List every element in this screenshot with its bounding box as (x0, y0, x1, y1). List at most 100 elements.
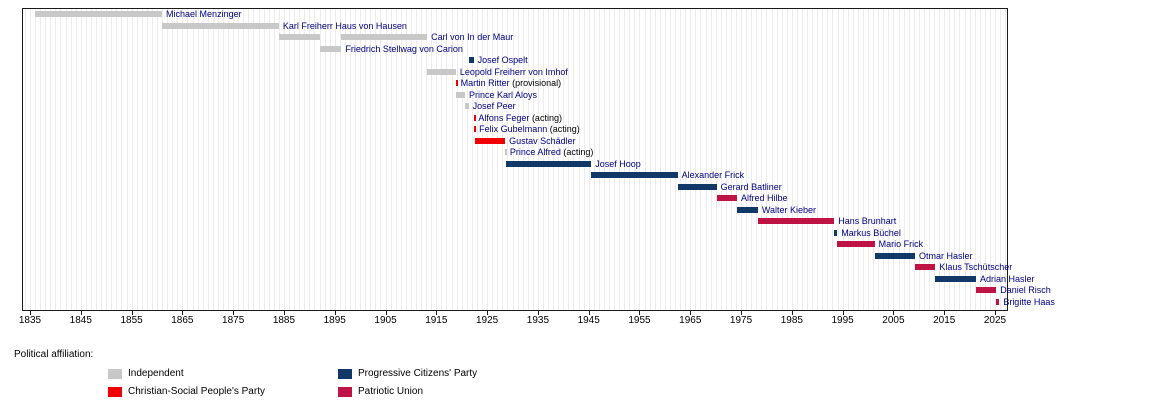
term-bar (975, 287, 997, 293)
gridline (583, 9, 585, 310)
person-label[interactable]: Alfred Hilbe (741, 193, 788, 203)
person-name[interactable]: Michael Menzinger (166, 9, 242, 19)
person-name[interactable]: Prince Alfred (509, 147, 561, 157)
plot-border-left (22, 8, 23, 311)
person-name[interactable]: Josef Peer (472, 101, 516, 111)
axis-tick-label: 1935 (526, 315, 550, 326)
person-name[interactable]: Markus Büchel (841, 227, 901, 238)
gridline (1005, 9, 1007, 310)
gridline (375, 9, 377, 310)
person-label[interactable]: Prince Alfred (acting) (510, 147, 594, 157)
person-label[interactable]: Josef Ospelt (478, 55, 528, 65)
person-label[interactable]: Martin Ritter (provisional) (461, 78, 562, 88)
gridline (50, 9, 52, 310)
person-name[interactable]: Friedrich Stellwag von Carion (345, 43, 463, 54)
person-label[interactable]: Walter Kieber (762, 205, 816, 215)
person-name[interactable]: Alfred Hilbe (740, 193, 788, 203)
person-name[interactable]: Karl Freiherr Haus von Hausen (282, 20, 407, 31)
person-name[interactable]: Alfons Feger (478, 112, 530, 123)
person-label[interactable]: Karl Freiherr Haus von Hausen (283, 21, 407, 31)
term-bar (278, 34, 320, 40)
person-label[interactable]: Josef Hoop (595, 159, 641, 169)
gridline (522, 9, 524, 310)
gridline (735, 9, 737, 310)
gridline (162, 9, 164, 310)
person-label[interactable]: Daniel Risch (1000, 285, 1051, 295)
gridline (619, 9, 621, 310)
gridline (751, 9, 753, 310)
person-label[interactable]: Alexander Frick (682, 170, 745, 180)
gridline (827, 9, 829, 310)
person-name[interactable]: Prince Karl Aloys (469, 89, 538, 100)
gridline (923, 9, 925, 310)
gridline (273, 9, 275, 310)
person-name[interactable]: Klaus Tschütscher (939, 262, 1013, 272)
gridline (984, 9, 986, 310)
gridline (705, 9, 707, 310)
term-bar (874, 252, 915, 259)
term-bar (456, 91, 465, 98)
gridline (121, 9, 123, 310)
person-name[interactable]: Josef Hoop (595, 158, 641, 169)
person-label[interactable]: Alfons Feger (acting) (478, 113, 562, 123)
plot-border-right (1007, 8, 1008, 311)
person-name[interactable]: Hans Brunhart (838, 216, 897, 226)
person-label[interactable]: Felix Gubelmann (acting) (479, 124, 580, 134)
person-label[interactable]: Prince Karl Aloys (469, 90, 537, 100)
gridline (898, 9, 900, 310)
person-name[interactable]: Josef Ospelt (477, 55, 528, 65)
gridline (141, 9, 143, 310)
person-label[interactable]: Gerard Batliner (721, 182, 782, 192)
gridline (263, 9, 265, 310)
person-name[interactable]: Gustav Schädler (509, 135, 576, 146)
term-bar (455, 80, 458, 86)
gridline (934, 9, 936, 310)
gridline (456, 9, 458, 310)
person-label[interactable]: Markus Büchel (841, 228, 901, 238)
person-label[interactable]: Otmar Hasler (919, 251, 973, 261)
gridline (974, 9, 976, 310)
gridline (172, 9, 174, 310)
gridline (24, 9, 26, 310)
person-label[interactable]: Adrian Hasler (980, 274, 1035, 284)
person-name[interactable]: Martin Ritter (460, 78, 510, 88)
person-label[interactable]: Gustav Schädler (509, 136, 576, 146)
gridline (395, 9, 397, 310)
person-label[interactable]: Mario Frick (879, 239, 924, 249)
person-name[interactable]: Leopold Freiherr von Imhof (459, 66, 568, 77)
gridline (349, 9, 351, 310)
person-label[interactable]: Carl von In der Maur (431, 32, 513, 42)
person-label[interactable]: Hans Brunhart (838, 216, 896, 226)
person-name[interactable]: Mario Frick (878, 239, 924, 249)
axis-tick (80, 311, 82, 315)
person-label[interactable]: Brigitte Haas (1003, 297, 1055, 307)
person-name[interactable]: Otmar Hasler (919, 250, 973, 261)
gridline (913, 9, 915, 310)
person-label[interactable]: Leopold Freiherr von Imhof (460, 67, 568, 77)
gridline (253, 9, 255, 310)
person-name[interactable]: Daniel Risch (1000, 285, 1051, 295)
term-bar (505, 160, 592, 167)
gridline (385, 9, 387, 310)
person-label[interactable]: Klaus Tschütscher (939, 262, 1012, 272)
person-name[interactable]: Alexander Frick (681, 170, 745, 180)
person-name[interactable]: Gerard Batliner (720, 181, 782, 192)
person-suffix: (acting) (547, 124, 580, 134)
person-name[interactable]: Carl von In der Maur (431, 32, 514, 42)
person-label[interactable]: Josef Peer (473, 101, 516, 111)
person-name[interactable]: Walter Kieber (761, 204, 816, 215)
gridline (426, 9, 428, 310)
gridline (786, 9, 788, 310)
term-bar (465, 103, 469, 109)
person-name[interactable]: Felix Gubelmann (479, 124, 548, 134)
gridline (542, 9, 544, 310)
person-name[interactable]: Brigitte Haas (1003, 296, 1055, 307)
person-name[interactable]: Adrian Hasler (979, 273, 1035, 284)
gridline (781, 9, 783, 310)
gridline (593, 9, 595, 310)
person-label[interactable]: Friedrich Stellwag von Carion (345, 44, 463, 54)
person-label[interactable]: Michael Menzinger (166, 9, 242, 19)
gridline (243, 9, 245, 310)
